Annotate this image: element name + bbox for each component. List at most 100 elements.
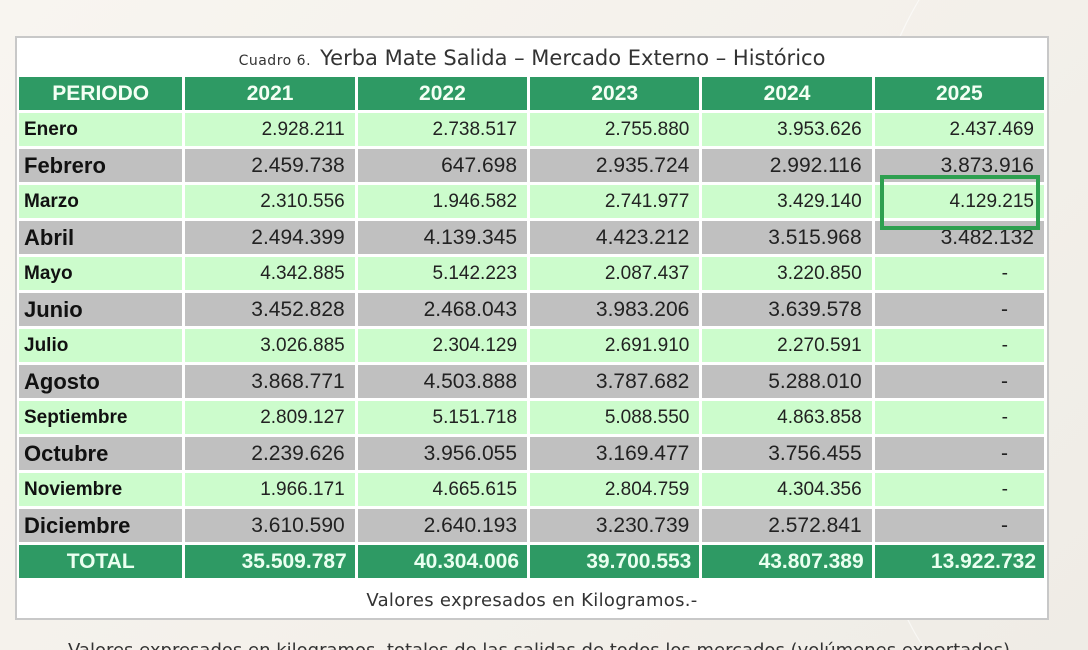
total-value-cell: 35.509.787 bbox=[185, 545, 355, 578]
value-cell: 4.665.615 bbox=[357, 473, 528, 506]
value-cell: 3.610.590 bbox=[185, 509, 355, 542]
month-cell: Septiembre bbox=[19, 401, 183, 434]
value-cell: 2.304.129 bbox=[357, 329, 528, 362]
table-row: Diciembre 3.610.590 2.640.193 3.230.739 … bbox=[19, 509, 1044, 542]
value-cell: 3.452.828 bbox=[185, 293, 355, 326]
value-cell: 3.429.140 bbox=[702, 185, 872, 218]
value-cell: 3.639.578 bbox=[702, 293, 872, 326]
caption-lead: Cuadro 6. bbox=[238, 53, 312, 69]
value-cell: 2.494.399 bbox=[185, 221, 355, 254]
table-row: Mayo 4.342.885 5.142.223 2.087.437 3.220… bbox=[19, 257, 1044, 290]
value-cell: 4.423.212 bbox=[530, 221, 700, 254]
month-cell: Marzo bbox=[19, 185, 183, 218]
empty-value-cell: - bbox=[874, 473, 1044, 506]
table-row: Julio 3.026.885 2.304.129 2.691.910 2.27… bbox=[19, 329, 1044, 362]
value-cell: 3.953.626 bbox=[702, 113, 872, 146]
value-cell: 2.572.841 bbox=[702, 509, 872, 542]
month-cell: Agosto bbox=[19, 365, 183, 398]
value-cell: 2.310.556 bbox=[185, 185, 355, 218]
table-row: Junio 3.452.828 2.468.043 3.983.206 3.63… bbox=[19, 293, 1044, 326]
caption-title: Yerba Mate Salida – Mercado Externo – Hi… bbox=[320, 46, 826, 70]
total-label: TOTAL bbox=[19, 545, 183, 578]
value-cell: 4.863.858 bbox=[702, 401, 872, 434]
highlighted-value-cell: 3.482.132 bbox=[874, 221, 1044, 254]
export-history-table: PERIODO 2021 2022 2023 2024 2025 Enero 2… bbox=[16, 74, 1047, 581]
empty-value-cell: - bbox=[874, 293, 1044, 326]
value-cell: 5.088.550 bbox=[530, 401, 700, 434]
empty-value-cell: - bbox=[874, 437, 1044, 470]
table-row: Noviembre 1.966.171 4.665.615 2.804.759 … bbox=[19, 473, 1044, 506]
value-cell: 2.935.724 bbox=[530, 149, 700, 182]
value-cell: 4.129.215 bbox=[874, 185, 1044, 218]
value-cell: 2.741.977 bbox=[530, 185, 700, 218]
value-cell: 4.503.888 bbox=[357, 365, 528, 398]
value-cell: 3.756.455 bbox=[702, 437, 872, 470]
empty-value-cell: - bbox=[874, 329, 1044, 362]
value-cell: 647.698 bbox=[357, 149, 528, 182]
month-cell: Junio bbox=[19, 293, 183, 326]
table-row: Marzo 2.310.556 1.946.582 2.741.977 3.42… bbox=[19, 185, 1044, 218]
value-cell: 3.220.850 bbox=[702, 257, 872, 290]
value-cell: 2.804.759 bbox=[530, 473, 700, 506]
month-cell: Febrero bbox=[19, 149, 183, 182]
total-value-cell: 13.922.732 bbox=[874, 545, 1044, 578]
value-cell: 5.288.010 bbox=[702, 365, 872, 398]
value-cell: 3.515.968 bbox=[702, 221, 872, 254]
value-cell: 3.873.916 bbox=[874, 149, 1044, 182]
month-cell: Abril bbox=[19, 221, 183, 254]
header-periodo: PERIODO bbox=[19, 77, 183, 110]
value-cell: 3.230.739 bbox=[530, 509, 700, 542]
empty-value-cell: - bbox=[874, 365, 1044, 398]
value-cell: 2.459.738 bbox=[185, 149, 355, 182]
total-row: TOTAL 35.509.787 40.304.006 39.700.553 4… bbox=[19, 545, 1044, 578]
header-2021: 2021 bbox=[185, 77, 355, 110]
header-2025: 2025 bbox=[874, 77, 1044, 110]
value-cell: 3.026.885 bbox=[185, 329, 355, 362]
value-cell: 3.868.771 bbox=[185, 365, 355, 398]
table-frame: Cuadro 6. Yerba Mate Salida – Mercado Ex… bbox=[15, 36, 1049, 620]
cut-off-caption-text: Valores expresados en kilogramos, totale… bbox=[68, 640, 1028, 650]
total-value-cell: 39.700.553 bbox=[530, 545, 700, 578]
empty-value-cell: - bbox=[874, 257, 1044, 290]
value-cell: 2.640.193 bbox=[357, 509, 528, 542]
value-cell: 1.966.171 bbox=[185, 473, 355, 506]
units-note: Valores expresados en Kilogramos.- bbox=[366, 590, 698, 611]
month-cell: Noviembre bbox=[19, 473, 183, 506]
value-cell: 2.928.211 bbox=[185, 113, 355, 146]
value-cell: 5.142.223 bbox=[357, 257, 528, 290]
value-cell: 3.956.055 bbox=[357, 437, 528, 470]
value-cell: 5.151.718 bbox=[357, 401, 528, 434]
header-2023: 2023 bbox=[530, 77, 700, 110]
month-cell: Octubre bbox=[19, 437, 183, 470]
month-cell: Julio bbox=[19, 329, 183, 362]
empty-value-cell: - bbox=[874, 509, 1044, 542]
value-cell: 2.809.127 bbox=[185, 401, 355, 434]
header-2024: 2024 bbox=[702, 77, 872, 110]
table-caption: Cuadro 6. Yerba Mate Salida – Mercado Ex… bbox=[17, 38, 1047, 74]
total-value-cell: 43.807.389 bbox=[702, 545, 872, 578]
month-cell: Enero bbox=[19, 113, 183, 146]
value-cell: 2.755.880 bbox=[530, 113, 700, 146]
total-value-cell: 40.304.006 bbox=[357, 545, 528, 578]
value-cell: 2.992.116 bbox=[702, 149, 872, 182]
value-cell: 2.738.517 bbox=[357, 113, 528, 146]
empty-value-cell: - bbox=[874, 401, 1044, 434]
value-cell: 1.946.582 bbox=[357, 185, 528, 218]
table-row: Octubre 2.239.626 3.956.055 3.169.477 3.… bbox=[19, 437, 1044, 470]
month-cell: Diciembre bbox=[19, 509, 183, 542]
value-cell: 2.087.437 bbox=[530, 257, 700, 290]
value-cell: 2.691.910 bbox=[530, 329, 700, 362]
value-cell: 2.437.469 bbox=[874, 113, 1044, 146]
value-cell: 2.239.626 bbox=[185, 437, 355, 470]
value-cell: 4.139.345 bbox=[357, 221, 528, 254]
header-2022: 2022 bbox=[357, 77, 528, 110]
table-row: Abril 2.494.399 4.139.345 4.423.212 3.51… bbox=[19, 221, 1044, 254]
value-cell: 3.787.682 bbox=[530, 365, 700, 398]
value-cell: 4.342.885 bbox=[185, 257, 355, 290]
table-row: Septiembre 2.809.127 5.151.718 5.088.550… bbox=[19, 401, 1044, 434]
value-cell: 3.983.206 bbox=[530, 293, 700, 326]
value-cell: 2.468.043 bbox=[357, 293, 528, 326]
table-row: Enero 2.928.211 2.738.517 2.755.880 3.95… bbox=[19, 113, 1044, 146]
month-cell: Mayo bbox=[19, 257, 183, 290]
value-cell: 2.270.591 bbox=[702, 329, 872, 362]
